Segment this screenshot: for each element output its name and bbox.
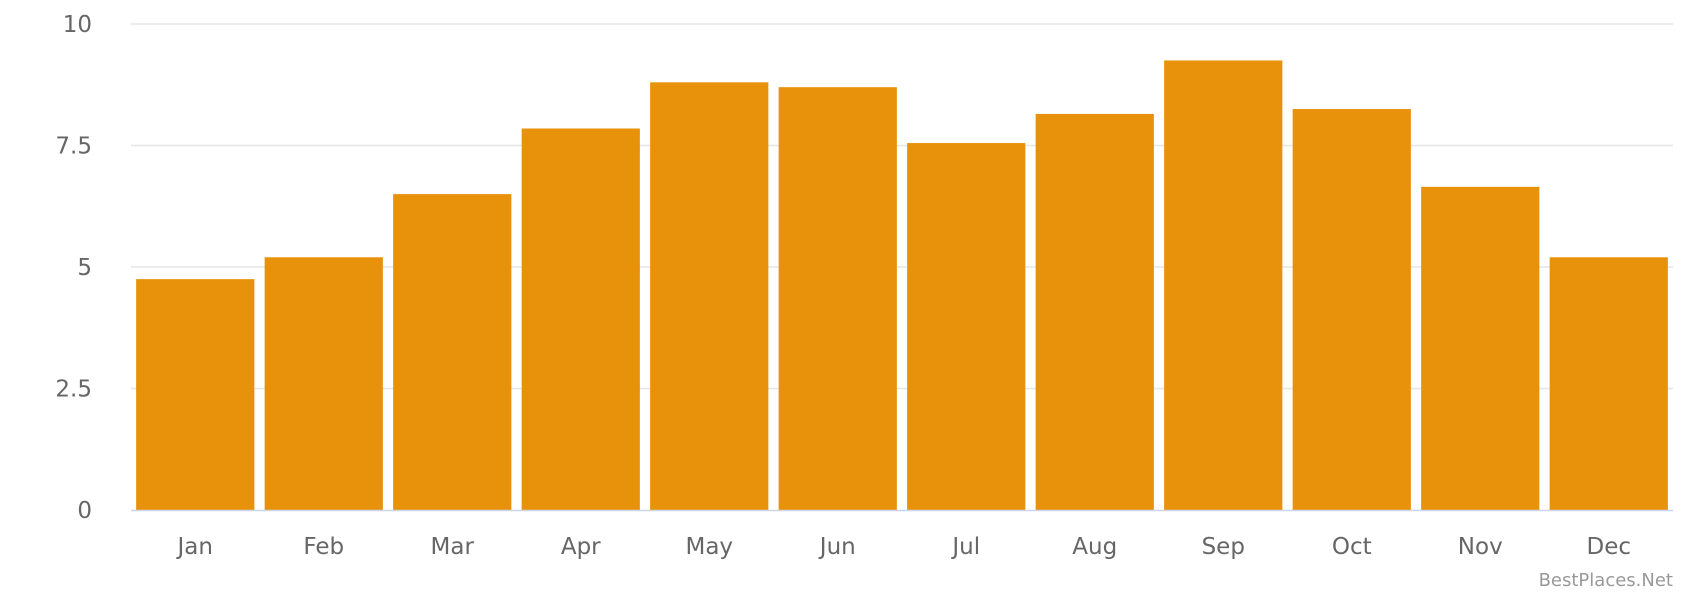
x-tick-label: Oct: [1332, 534, 1372, 560]
credits-label[interactable]: BestPlaces.Net: [1539, 570, 1673, 591]
y-tick-label: 7.5: [55, 134, 92, 160]
bar-nov[interactable]: [1421, 186, 1540, 510]
y-axis-ticks: 0 2.5 5 7.5 10: [55, 12, 92, 524]
x-tick-label: Jul: [950, 534, 980, 560]
bar-series: [136, 60, 1668, 511]
x-tick-label: Aug: [1072, 534, 1117, 560]
x-tick-label: Sep: [1202, 534, 1245, 560]
x-tick-label: Jan: [176, 534, 213, 560]
x-tick-label: Feb: [303, 534, 344, 560]
bar-sep[interactable]: [1164, 60, 1283, 510]
bar-jan[interactable]: [136, 279, 255, 510]
y-tick-label: 5: [77, 255, 92, 281]
x-tick-label: Apr: [561, 534, 601, 560]
bar-aug[interactable]: [1035, 113, 1154, 510]
bar-jun[interactable]: [778, 87, 897, 511]
bar-oct[interactable]: [1292, 109, 1411, 511]
grid-lines: [131, 23, 1673, 390]
y-tick-label: 0: [77, 498, 92, 524]
y-tick-label: 10: [63, 12, 92, 38]
bar-feb[interactable]: [264, 257, 383, 510]
bar-mar[interactable]: [393, 194, 512, 510]
x-tick-label: Dec: [1586, 534, 1631, 560]
bar-jul[interactable]: [907, 143, 1026, 510]
bar-may[interactable]: [650, 82, 769, 510]
x-tick-label: May: [685, 534, 733, 560]
bar-apr[interactable]: [521, 128, 640, 511]
bar-dec[interactable]: [1549, 257, 1668, 510]
x-tick-label: Jun: [818, 534, 856, 560]
x-tick-label: Nov: [1458, 534, 1503, 560]
x-axis-ticks: Jan Feb Mar Apr May Jun Jul Aug Sep Oct Nov Dec: [176, 534, 1631, 560]
y-tick-label: 2.5: [55, 377, 92, 403]
x-tick-label: Mar: [431, 534, 475, 560]
